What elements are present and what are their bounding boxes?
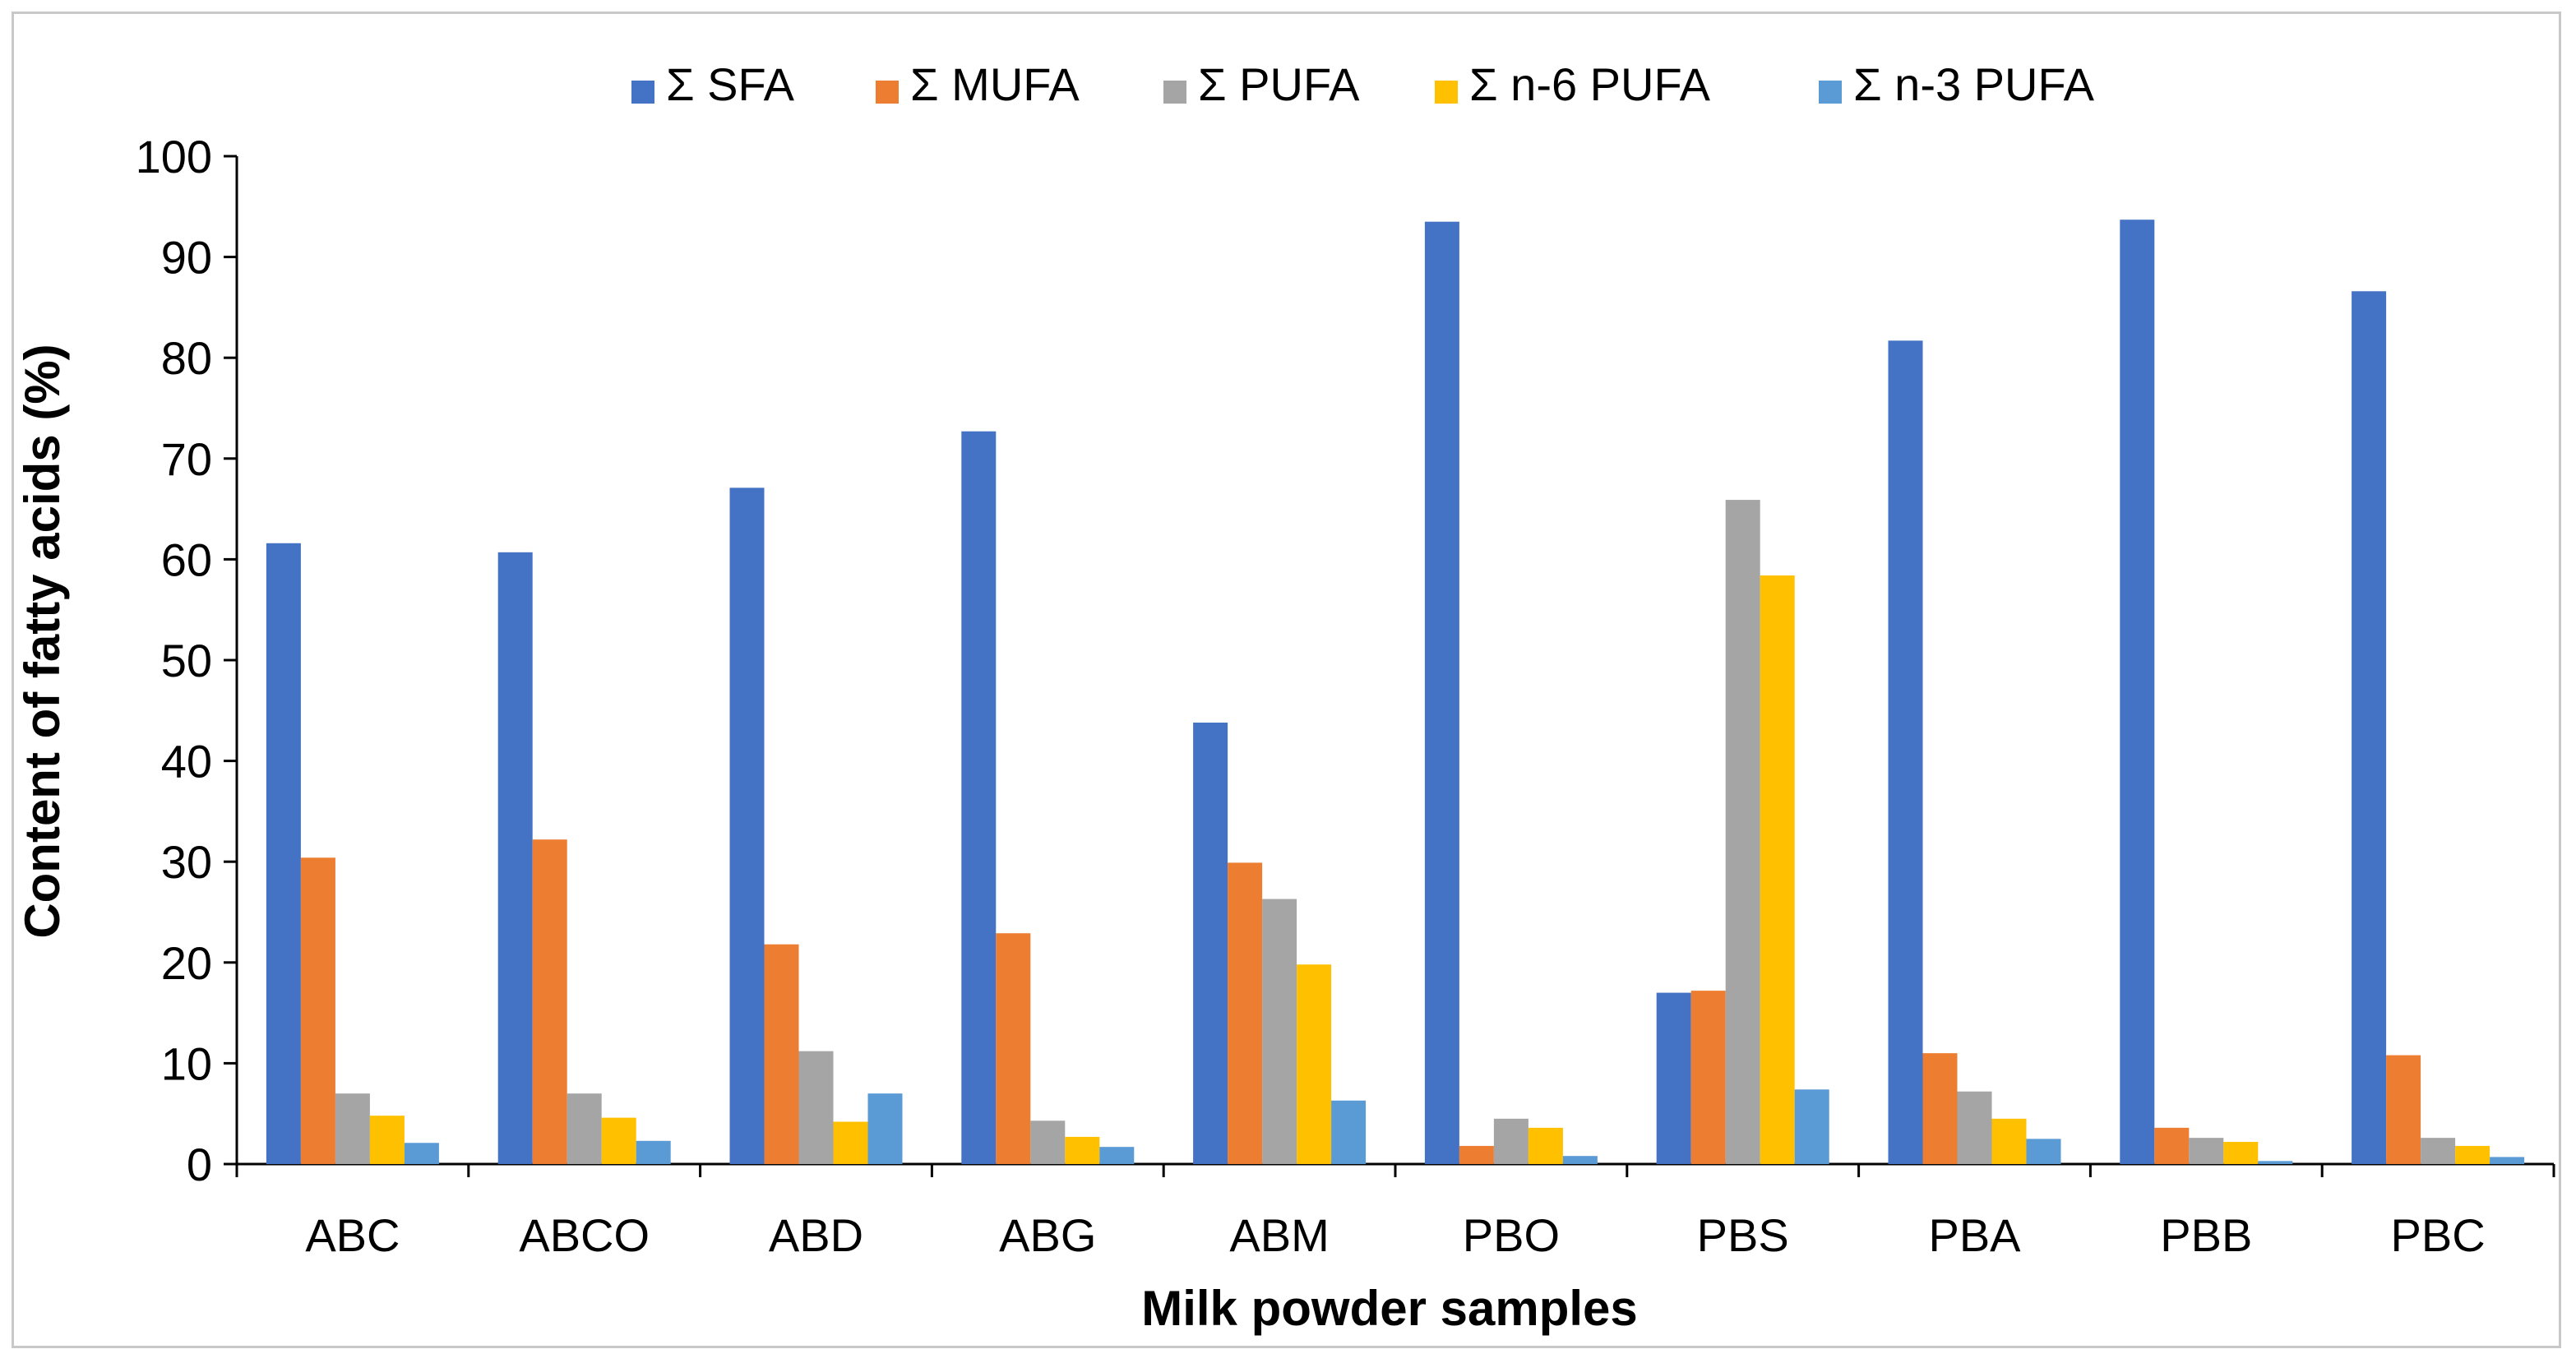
bar-abco-series-5 — [636, 1140, 671, 1164]
y-axis-title: Content of fatty acids (%) — [15, 344, 70, 938]
x-tick-label: ABD — [769, 1209, 863, 1261]
bar-pba-series-2 — [1922, 1053, 1958, 1164]
bar-abd-series-1 — [729, 487, 765, 1164]
bar-abc-series-5 — [404, 1143, 439, 1164]
x-axis: ABC ABCO ABD ABG ABM PBO PBS PBA PBB PBC — [235, 1162, 2555, 1261]
bar-abg-series-1 — [961, 431, 997, 1164]
y-tick-label: 10 — [161, 1037, 212, 1089]
bar-pbb-series-3 — [2189, 1138, 2224, 1164]
bar-pbc-series-1 — [2352, 291, 2387, 1165]
bar-abd-series-2 — [764, 944, 799, 1164]
bar-pbo-series-4 — [1528, 1127, 1563, 1164]
legend-swatch — [1819, 81, 1842, 104]
x-tick-label: PBS — [1697, 1209, 1789, 1261]
bar-pbc-series-3 — [2421, 1138, 2456, 1164]
bar-pbs-series-2 — [1690, 991, 1726, 1164]
bar-pbb-series-2 — [2154, 1127, 2190, 1164]
bar-pbo-series-1 — [1424, 221, 1459, 1165]
bar-abco-series-4 — [601, 1117, 636, 1164]
bar-abco-series-3 — [567, 1093, 602, 1164]
bar-pbc-series-2 — [2386, 1055, 2421, 1164]
y-tick-label: 80 — [161, 332, 212, 384]
x-tick-label: ABC — [305, 1209, 400, 1261]
legend-label: Σ n-3 PUFA — [1853, 58, 2095, 110]
bar-abm-series-2 — [1228, 862, 1263, 1164]
bar-abd-series-5 — [867, 1093, 903, 1164]
bar-pbs-series-1 — [1656, 992, 1691, 1164]
bar-pba-series-5 — [2026, 1139, 2061, 1164]
y-tick-label: 60 — [161, 534, 212, 585]
y-tick-label: 30 — [161, 836, 212, 888]
bars — [266, 219, 2525, 1165]
bar-pbs-series-5 — [1794, 1089, 1829, 1164]
bar-abd-series-3 — [798, 1051, 834, 1164]
x-tick-label: PBC — [2391, 1209, 2486, 1261]
legend-swatch — [876, 81, 899, 104]
legend-label: Σ SFA — [666, 58, 795, 110]
bar-abg-series-5 — [1099, 1147, 1135, 1164]
bar-abm-series-3 — [1262, 899, 1297, 1164]
legend: Σ SFA Σ MUFA Σ PUFA Σ n-6 PUFA Σ n-3 PUFA — [631, 58, 2095, 110]
legend-label: Σ PUFA — [1198, 58, 1360, 110]
y-tick-label: 40 — [161, 736, 212, 788]
x-axis-title: Milk powder samples — [1141, 1281, 1638, 1336]
y-tick-label: 90 — [161, 232, 212, 284]
y-tick-label: 20 — [161, 937, 212, 989]
bar-pbc-series-4 — [2455, 1145, 2490, 1164]
x-tick-label: ABM — [1229, 1209, 1329, 1261]
bar-pbb-series-4 — [2223, 1142, 2259, 1164]
bar-abd-series-4 — [833, 1121, 868, 1164]
legend-swatch — [1435, 81, 1458, 104]
bar-pbs-series-4 — [1760, 575, 1795, 1164]
bar-abc-series-4 — [369, 1116, 405, 1164]
x-tick-label: PBA — [1928, 1209, 2021, 1261]
bar-abm-series-5 — [1331, 1100, 1367, 1164]
x-tick-label: PBO — [1463, 1209, 1560, 1261]
y-tick-label: 0 — [187, 1139, 212, 1190]
bar-pba-series-4 — [1991, 1118, 2027, 1164]
bar-pba-series-3 — [1957, 1091, 1992, 1164]
bar-abm-series-4 — [1297, 964, 1332, 1164]
x-tick-label: PBB — [2160, 1209, 2252, 1261]
bar-abco-series-1 — [497, 552, 533, 1164]
y-tick-label: 70 — [161, 433, 212, 485]
bar-abg-series-3 — [1030, 1120, 1066, 1164]
x-tick-label: ABG — [999, 1209, 1096, 1261]
bar-pbo-series-3 — [1493, 1118, 1528, 1164]
y-axis: 0 10 20 30 40 50 60 70 80 90 100 — [136, 131, 238, 1190]
legend-swatch — [631, 81, 654, 104]
x-tick-label: ABCO — [519, 1209, 650, 1261]
bar-pbb-series-5 — [2258, 1161, 2293, 1164]
legend-label: Σ n-6 PUFA — [1469, 58, 1711, 110]
bar-abm-series-1 — [1193, 723, 1228, 1164]
bar-abg-series-2 — [996, 933, 1031, 1164]
bar-abc-series-2 — [300, 857, 335, 1164]
y-tick-label: 100 — [136, 131, 212, 183]
bar-pbo-series-2 — [1459, 1145, 1494, 1164]
bar-abc-series-3 — [335, 1093, 370, 1164]
bar-abg-series-4 — [1065, 1136, 1100, 1164]
y-tick-label: 50 — [161, 635, 212, 686]
bar-pbc-series-5 — [2490, 1157, 2525, 1164]
bar-pbo-series-5 — [1562, 1156, 1598, 1164]
bar-abco-series-2 — [532, 839, 567, 1164]
bar-abc-series-1 — [266, 543, 301, 1164]
legend-swatch — [1163, 81, 1186, 104]
bar-pbs-series-3 — [1725, 500, 1760, 1164]
bar-pba-series-1 — [1888, 340, 1923, 1164]
legend-label: Σ MUFA — [910, 58, 1080, 110]
bar-pbb-series-1 — [2120, 219, 2155, 1164]
